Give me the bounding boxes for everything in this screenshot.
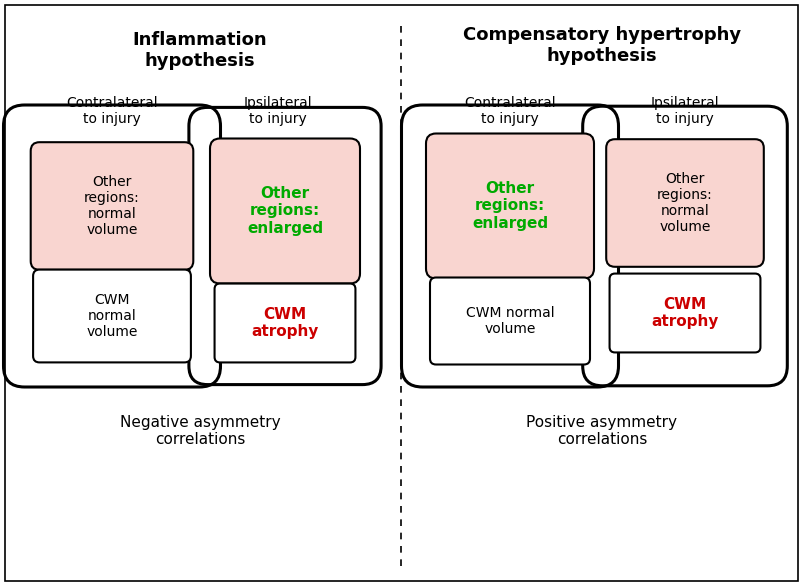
Text: Other
regions:
normal
volume: Other regions: normal volume — [656, 172, 712, 234]
Text: Negative asymmetry
correlations: Negative asymmetry correlations — [119, 415, 280, 447]
FancyBboxPatch shape — [426, 134, 593, 278]
Text: Positive asymmetry
correlations: Positive asymmetry correlations — [526, 415, 677, 447]
FancyBboxPatch shape — [214, 284, 355, 362]
Text: CWM
atrophy: CWM atrophy — [650, 297, 718, 329]
FancyBboxPatch shape — [609, 274, 759, 352]
Text: Contralateral
to injury: Contralateral to injury — [464, 96, 555, 126]
FancyBboxPatch shape — [5, 5, 797, 581]
Text: Other
regions:
enlarged: Other regions: enlarged — [472, 181, 548, 231]
Text: CWM normal
volume: CWM normal volume — [465, 306, 553, 336]
Text: Contralateral
to injury: Contralateral to injury — [66, 96, 158, 126]
Text: CWM
normal
volume: CWM normal volume — [86, 293, 137, 339]
FancyBboxPatch shape — [210, 138, 359, 284]
Text: Compensatory hypertrophy
hypothesis: Compensatory hypertrophy hypothesis — [463, 26, 740, 65]
Text: Ipsilateral
to injury: Ipsilateral to injury — [243, 96, 312, 126]
Text: Other
regions:
normal
volume: Other regions: normal volume — [84, 175, 140, 237]
Text: Other
regions:
enlarged: Other regions: enlarged — [247, 186, 322, 236]
FancyBboxPatch shape — [429, 278, 589, 364]
Text: CWM
atrophy: CWM atrophy — [251, 307, 318, 339]
FancyBboxPatch shape — [33, 270, 191, 362]
Text: Inflammation
hypothesis: Inflammation hypothesis — [132, 31, 267, 70]
Text: Ipsilateral
to injury: Ipsilateral to injury — [650, 96, 719, 126]
FancyBboxPatch shape — [606, 139, 763, 267]
FancyBboxPatch shape — [30, 142, 193, 270]
